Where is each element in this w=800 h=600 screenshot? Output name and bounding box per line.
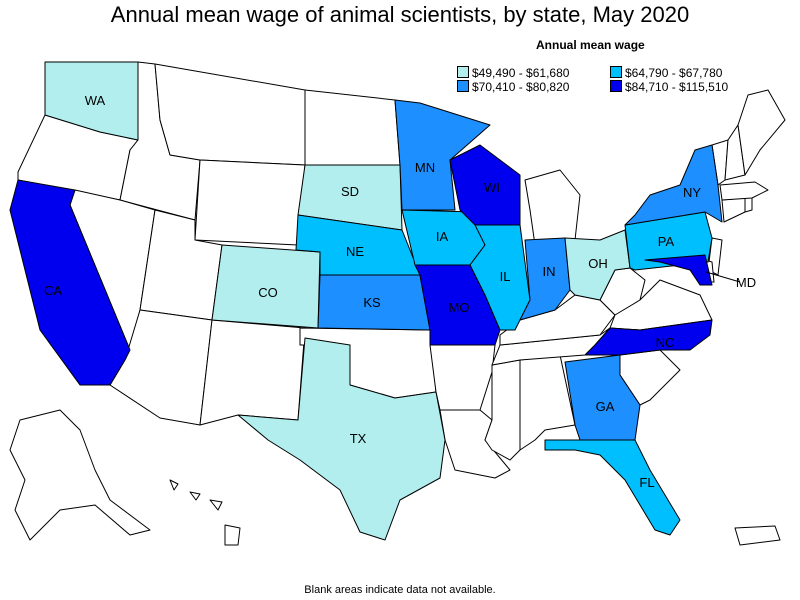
legend-label: $70,410 - $80,820: [472, 80, 570, 94]
footnote: Blank areas indicate data not available.: [304, 584, 496, 596]
state-ct[interactable]: [721, 197, 746, 223]
label-ca: CA: [44, 283, 62, 298]
state-pr[interactable]: [734, 525, 781, 546]
legend-label: $49,490 - $61,680: [472, 66, 570, 80]
state-la[interactable]: [439, 409, 511, 479]
label-mn: MN: [415, 160, 435, 175]
legend-title: Annual mean wage: [536, 38, 645, 52]
legend-item-tier-3: $70,410 - $80,820: [457, 80, 569, 94]
state-ma[interactable]: [719, 181, 769, 201]
state-ny[interactable]: [624, 144, 723, 226]
label-pa: PA: [658, 234, 675, 249]
legend-item-tier-1: $49,490 - $61,680: [457, 66, 569, 80]
legend-swatch: [457, 66, 469, 78]
state-mt[interactable]: [154, 63, 306, 166]
label-il: IL: [500, 269, 511, 284]
state-ca[interactable]: [9, 179, 131, 386]
state-oh[interactable]: [564, 229, 631, 301]
state-ga[interactable]: [564, 354, 641, 441]
state-mi[interactable]: [524, 169, 581, 246]
legend-swatch: [457, 80, 469, 92]
state-wa[interactable]: [44, 61, 139, 141]
state-nc[interactable]: [584, 319, 713, 356]
label-wa: WA: [85, 93, 106, 108]
state-hi[interactable]: [169, 479, 241, 546]
label-ks: KS: [363, 295, 381, 310]
state-ri[interactable]: [744, 197, 753, 213]
state-tx[interactable]: [237, 337, 446, 541]
state-nd[interactable]: [304, 89, 401, 166]
label-oh: OH: [588, 256, 608, 271]
label-in: IN: [543, 264, 556, 279]
label-ny: NY: [683, 185, 701, 200]
legend-item-tier-4: $84,710 - $115,510: [610, 80, 728, 94]
label-md: MD: [736, 275, 756, 290]
legend-label: $64,790 - $67,780: [625, 66, 723, 80]
state-fl[interactable]: [544, 439, 681, 536]
label-ne: NE: [346, 244, 364, 259]
legend-item-tier-2: $64,790 - $67,780: [610, 66, 722, 80]
label-tx: TX: [350, 431, 367, 446]
md-callout-line: [705, 271, 741, 283]
state-ar[interactable]: [429, 344, 496, 411]
legend-swatch: [610, 66, 622, 78]
label-wi: WI: [484, 180, 500, 195]
label-ga: GA: [596, 399, 615, 414]
state-me[interactable]: [737, 89, 786, 176]
map-title: Annual mean wage of animal scientists, b…: [110, 2, 690, 27]
label-fl: FL: [639, 475, 654, 490]
legend-label: $84,710 - $115,510: [625, 80, 729, 94]
state-ak[interactable]: [9, 409, 151, 541]
label-mo: MO: [449, 300, 470, 315]
label-sd: SD: [341, 184, 359, 199]
state-il[interactable]: [469, 224, 531, 331]
label-nc: NC: [656, 335, 675, 350]
label-ia: IA: [436, 229, 449, 244]
label-co: CO: [258, 285, 278, 300]
state-nm[interactable]: [199, 319, 306, 426]
state-mn[interactable]: [394, 99, 491, 211]
state-wy[interactable]: [194, 159, 306, 246]
legend-swatch: [610, 80, 622, 92]
state-md[interactable]: [644, 254, 713, 286]
